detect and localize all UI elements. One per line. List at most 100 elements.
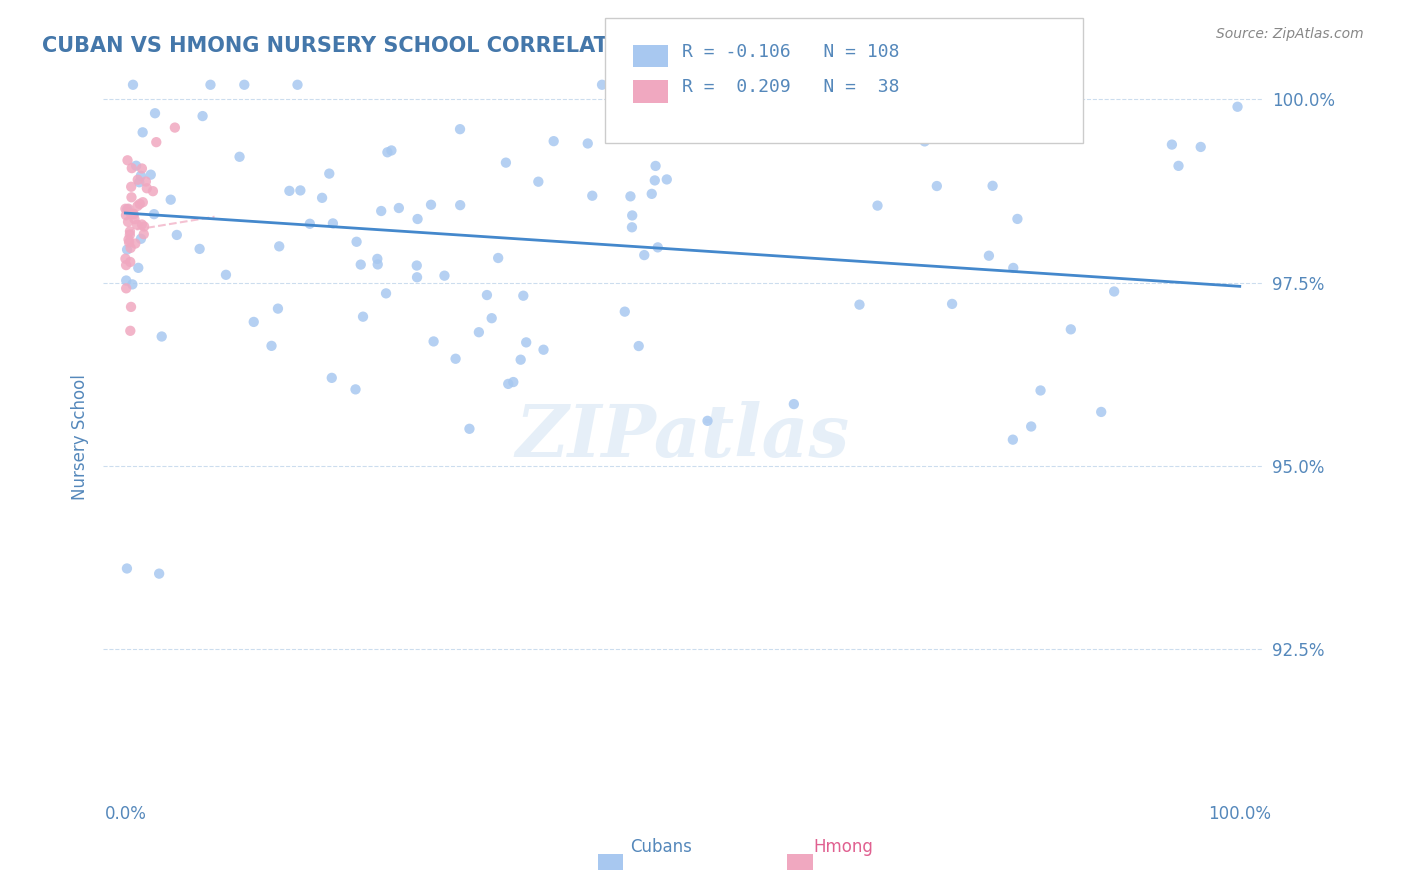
Cubans [696,414,718,428]
Cubans [486,251,509,265]
Cubans [449,122,471,136]
Cubans [1090,405,1112,419]
Hmong [118,227,141,242]
Cubans [350,258,373,272]
Cubans [367,257,389,271]
Y-axis label: Nursery School: Nursery School [72,374,89,500]
Hmong [121,190,143,204]
Cubans [866,199,889,213]
Hmong [135,174,157,188]
Cubans [1052,78,1074,92]
Cubans [444,351,467,366]
Cubans [131,125,153,139]
Cubans [311,191,333,205]
Cubans [115,202,138,217]
Hmong [117,232,139,246]
Cubans [242,315,264,329]
Cubans [1226,100,1249,114]
Hmong [132,227,155,242]
Hmong [122,207,145,221]
Cubans [287,78,309,92]
Cubans [200,78,222,92]
Text: Source: ZipAtlas.com: Source: ZipAtlas.com [1216,27,1364,41]
Cubans [591,78,613,92]
Cubans [512,289,534,303]
Hmong [120,206,142,220]
Cubans [344,383,367,397]
Cubans [641,186,664,201]
Cubans [318,167,340,181]
Cubans [388,201,411,215]
Hmong [118,224,141,238]
Cubans [322,216,344,230]
Text: Cubans: Cubans [630,838,692,856]
Cubans [125,159,148,173]
Cubans [630,125,652,139]
Cubans [527,175,550,189]
Hmong [163,120,186,135]
Hmong [127,199,149,213]
Cubans [533,343,555,357]
Cubans [613,304,636,318]
Text: R = -0.106   N = 108: R = -0.106 N = 108 [682,43,900,61]
Hmong [127,173,149,187]
Hmong [145,135,167,149]
Cubans [914,135,936,149]
Hmong [131,218,153,232]
Cubans [475,288,498,302]
Cubans [406,212,429,227]
Cubans [352,310,374,324]
Cubans [278,184,301,198]
Cubans [502,375,524,389]
Cubans [647,240,669,254]
Hmong [114,202,136,216]
Cubans [260,339,283,353]
Cubans [290,183,312,197]
Cubans [981,178,1004,193]
Hmong [117,215,139,229]
Cubans [783,397,806,411]
Cubans [115,273,138,287]
Cubans [405,259,427,273]
Hmong [131,161,153,176]
Hmong [121,161,143,176]
Cubans [644,173,666,187]
Text: Hmong: Hmong [814,838,873,856]
Cubans [377,145,399,160]
Cubans [298,217,321,231]
Cubans [468,325,491,339]
Hmong [122,206,145,220]
Cubans [127,260,149,275]
Cubans [370,204,392,219]
Hmong [120,179,142,194]
Cubans [941,297,963,311]
Cubans [228,150,250,164]
Hmong [124,212,146,227]
Text: R =  0.209   N =  38: R = 0.209 N = 38 [682,78,900,95]
Cubans [627,339,650,353]
Cubans [366,252,388,266]
Hmong [118,235,141,250]
Cubans [129,169,152,183]
Cubans [848,298,870,312]
Cubans [515,335,537,350]
Hmong [115,281,138,295]
Cubans [581,188,603,202]
Cubans [346,235,368,249]
Hmong [132,195,155,210]
Cubans [481,311,503,326]
Cubans [406,270,429,285]
Cubans [267,301,290,316]
Cubans [925,179,948,194]
Cubans [633,248,655,262]
Cubans [215,268,238,282]
Cubans [621,209,644,223]
Hmong [114,252,136,266]
Hmong [128,197,150,211]
Cubans [321,371,343,385]
Hmong [120,324,142,338]
Hmong [124,236,146,251]
Cubans [655,172,678,186]
Hmong [117,153,139,168]
Cubans [1001,433,1024,447]
